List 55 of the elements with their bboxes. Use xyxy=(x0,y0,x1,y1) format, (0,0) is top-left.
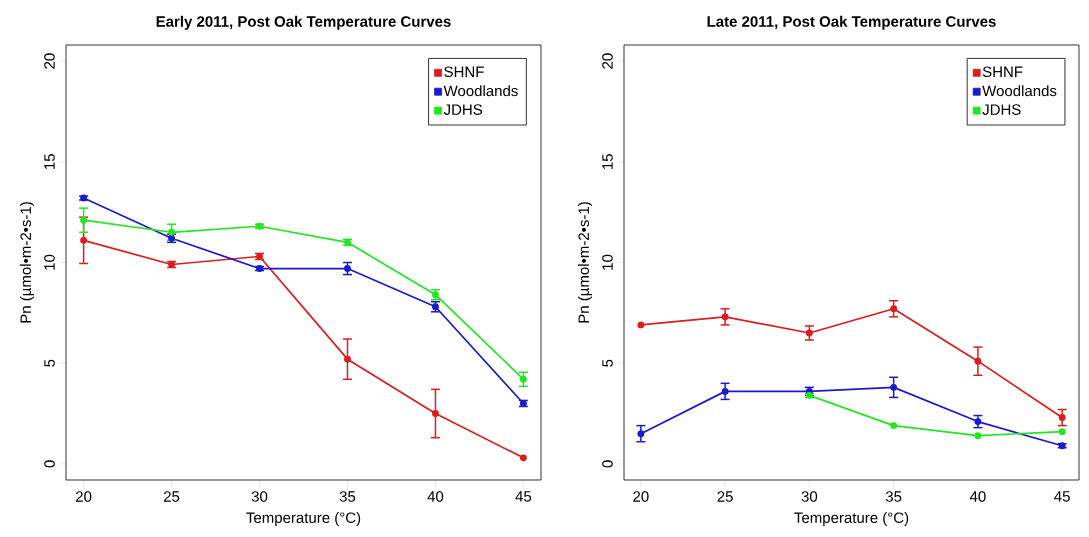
point xyxy=(519,375,527,383)
x-tick-label: 35 xyxy=(885,491,902,502)
y-tick-label: 15 xyxy=(44,154,55,169)
point xyxy=(974,432,982,440)
point xyxy=(721,387,729,395)
y-tick-label: 5 xyxy=(44,359,55,367)
y-axis-title: Pn (µmol•m-2•s-1) xyxy=(578,202,592,323)
y-axis-title: Pn (µmol•m-2•s-1) xyxy=(20,202,34,323)
x-tick-label: 30 xyxy=(801,491,818,502)
x-tick-label: 25 xyxy=(163,491,180,502)
x-tick-label: 30 xyxy=(251,491,268,502)
y-tick-label: 15 xyxy=(602,154,613,169)
point xyxy=(974,357,982,365)
y-tick-label: 10 xyxy=(602,254,613,270)
point xyxy=(1058,414,1066,421)
x-tick-label: 35 xyxy=(339,491,356,502)
y-tick-label: 5 xyxy=(602,359,613,367)
point xyxy=(890,422,898,430)
x-tick-label: 20 xyxy=(633,491,649,502)
chart-title: Late 2011, Post Oak Temperature Curves xyxy=(707,15,996,30)
point xyxy=(344,355,351,363)
y-tick-label: 10 xyxy=(44,254,55,270)
legend-label: JDHS xyxy=(982,104,1021,115)
x-tick-label: 25 xyxy=(717,491,733,502)
point xyxy=(432,410,439,417)
point xyxy=(890,305,898,313)
legend-label: JDHS xyxy=(443,104,483,115)
y-tick-label: 0 xyxy=(602,460,613,468)
x-tick-label: 40 xyxy=(969,491,986,502)
chart-title: Early 2011, Post Oak Temperature Curves xyxy=(156,15,451,30)
point xyxy=(890,383,898,391)
point xyxy=(637,430,645,438)
y-tick-label: 0 xyxy=(44,460,55,468)
legend-label: SHNF xyxy=(444,66,484,78)
legend-label: Woodlands xyxy=(443,85,518,97)
point xyxy=(80,236,88,244)
x-axis-title: Temperature (°C) xyxy=(794,512,909,526)
x-tick-label: 40 xyxy=(427,491,444,502)
point xyxy=(637,321,645,329)
x-tick-label: 45 xyxy=(515,491,532,502)
legend-label: SHNF xyxy=(982,66,1023,78)
point xyxy=(1058,428,1066,436)
x-tick-label: 45 xyxy=(1054,491,1070,502)
legend-label: Woodlands xyxy=(982,85,1057,97)
point xyxy=(805,329,813,337)
x-axis-title: Temperature (°C) xyxy=(246,512,361,526)
point xyxy=(344,265,351,272)
y-tick-label: 20 xyxy=(602,53,613,69)
point xyxy=(519,454,527,462)
point xyxy=(80,216,88,224)
point xyxy=(974,418,982,426)
point xyxy=(168,228,176,236)
x-tick-label: 20 xyxy=(76,491,92,502)
y-tick-label: 20 xyxy=(44,53,55,69)
point xyxy=(721,313,729,321)
